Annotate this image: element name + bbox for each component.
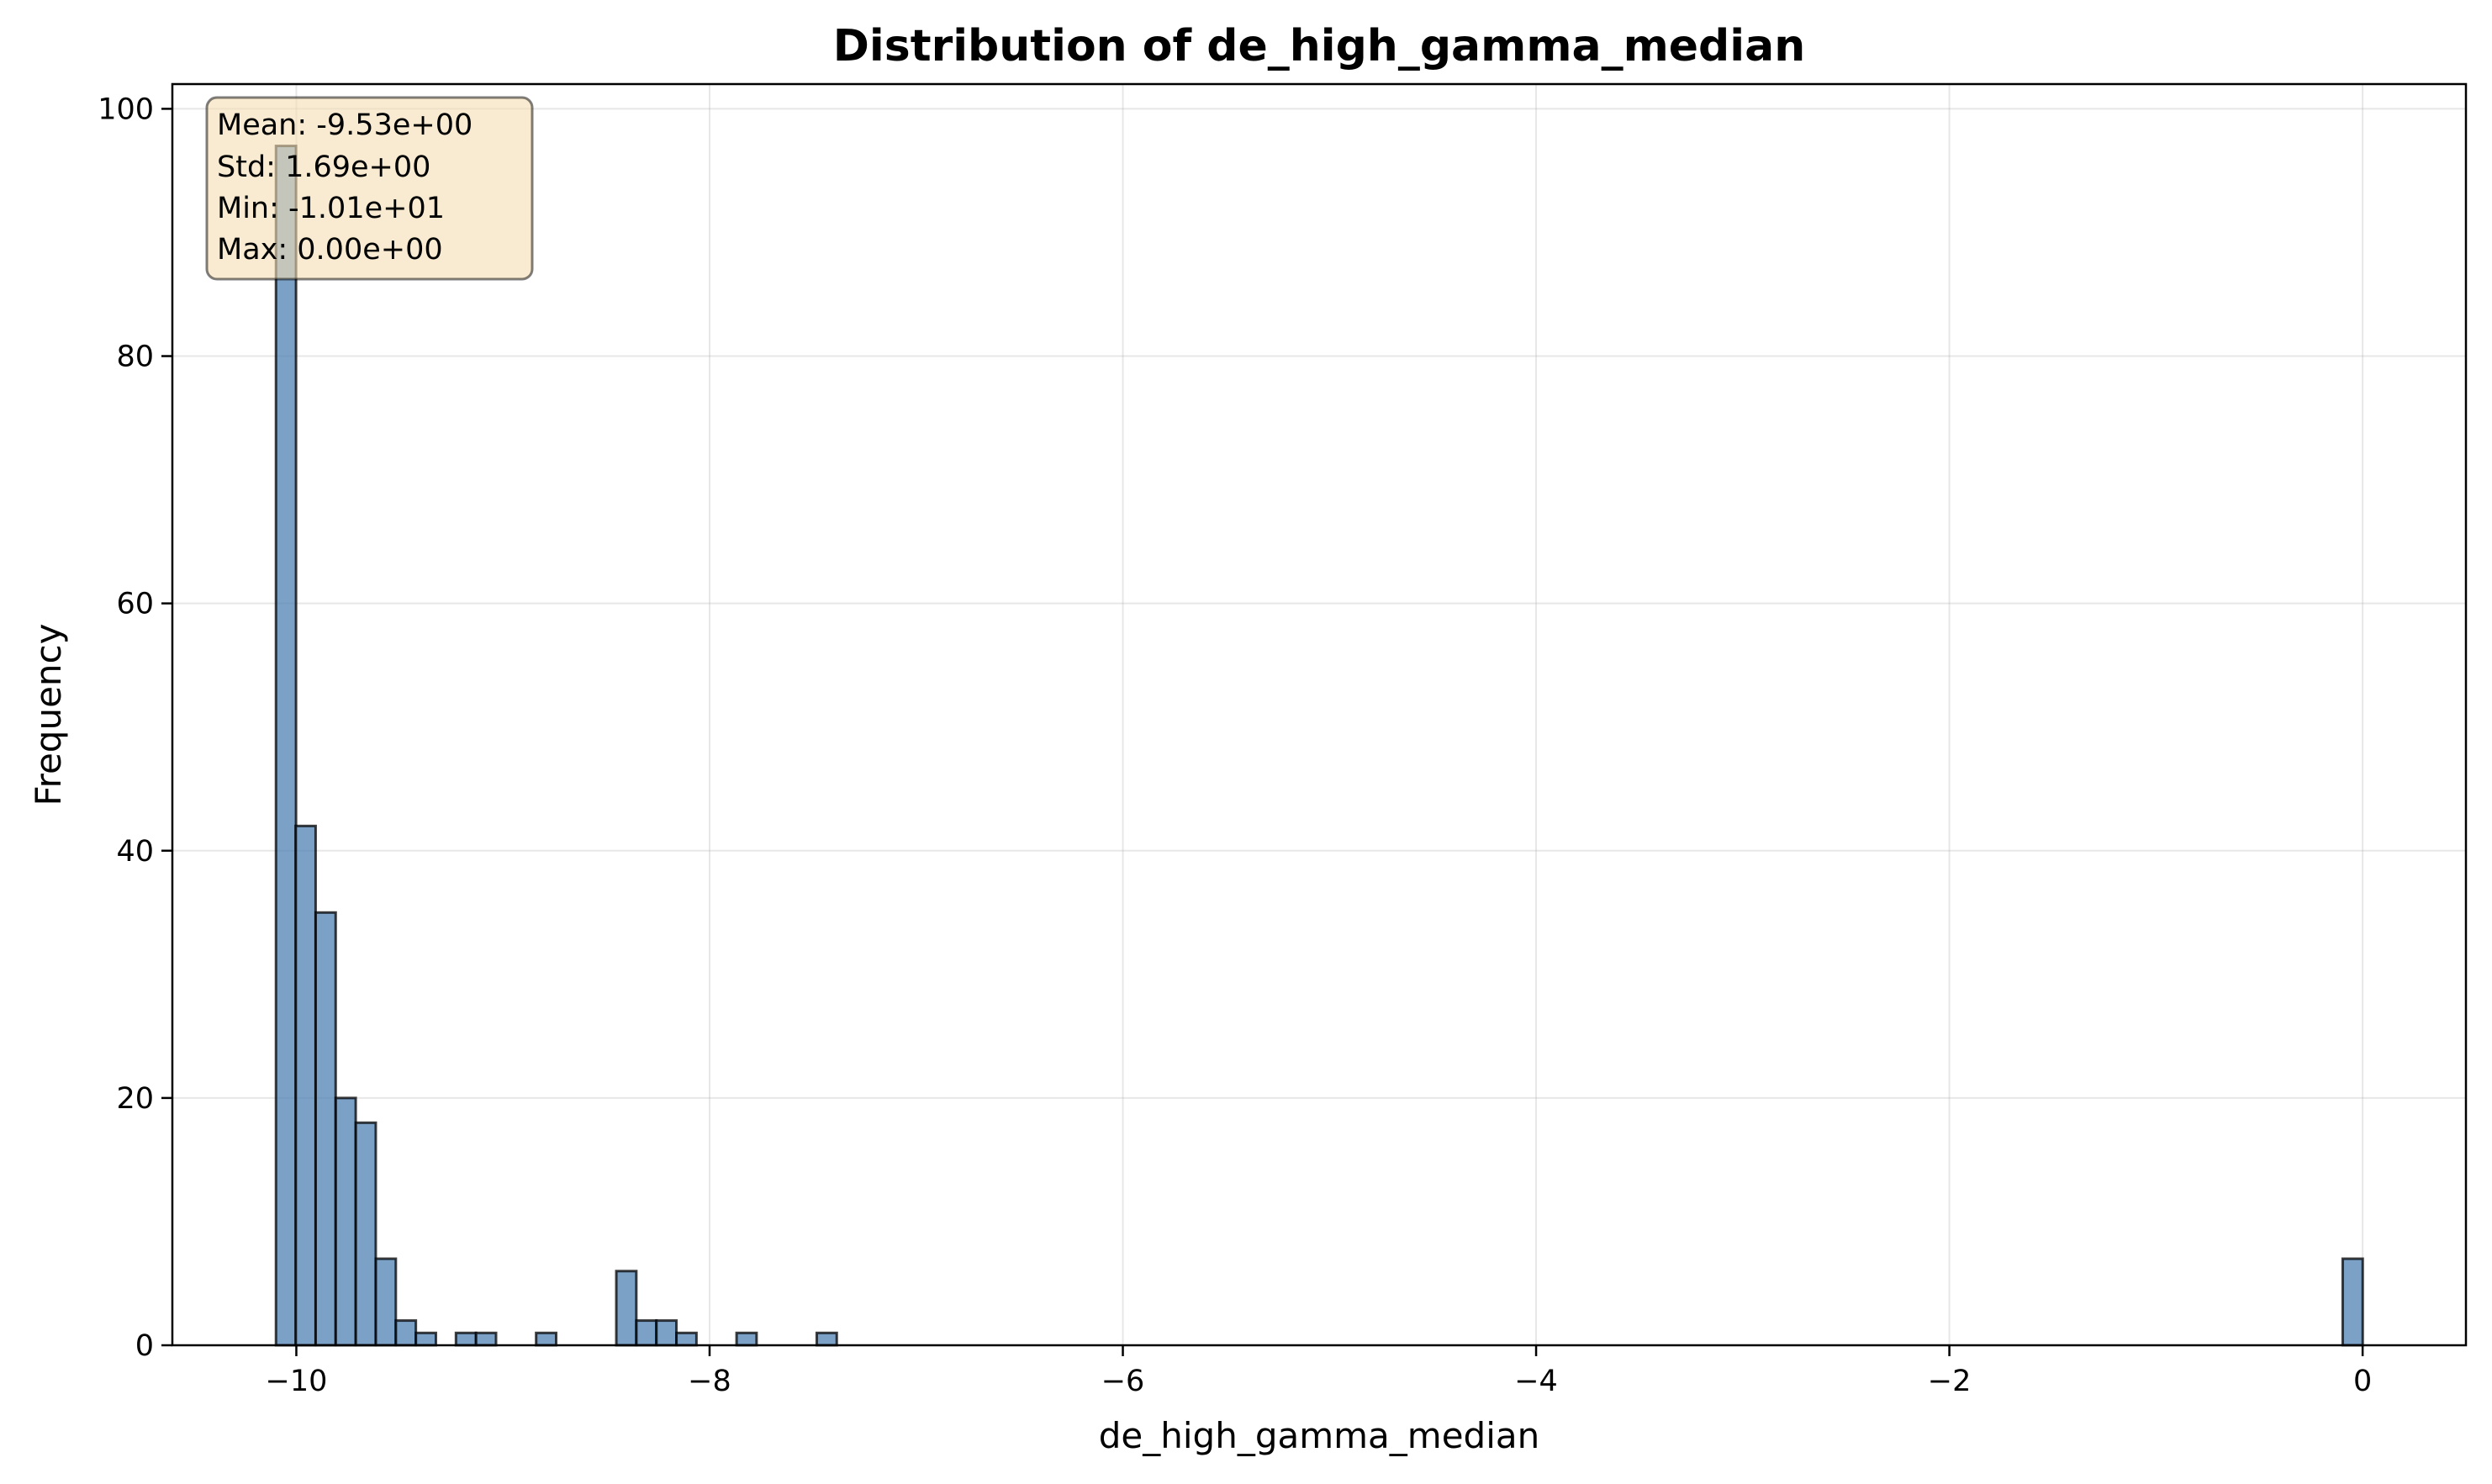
histogram-bar — [394, 1319, 418, 1347]
y-axis-label: Frequency — [28, 624, 69, 806]
histogram-bar — [735, 1331, 758, 1347]
x-tick-label: −10 — [266, 1365, 328, 1398]
stats-min: Min: -1.01e+01 — [217, 192, 445, 225]
x-tick-label: 0 — [2353, 1365, 2372, 1398]
chart-title: Distribution of de_high_gamma_median — [833, 21, 1805, 71]
y-tick-label: 0 — [135, 1329, 154, 1363]
x-tick-label: −2 — [1928, 1365, 1972, 1398]
stats-mean: Mean: -9.53e+00 — [217, 108, 473, 142]
y-tick-label: 20 — [116, 1082, 154, 1116]
histogram-bar — [414, 1331, 437, 1347]
plot-frame — [171, 82, 2468, 1347]
y-axis-ticks: 0 20 40 60 80 100 — [98, 92, 172, 1363]
y-tick-label: 40 — [116, 835, 154, 869]
y-tick-label: 80 — [116, 341, 154, 374]
histogram-bar — [474, 1331, 498, 1347]
y-tick-label: 100 — [98, 92, 154, 126]
histogram-bar — [675, 1331, 698, 1347]
histogram-bar — [655, 1319, 678, 1347]
x-tick-label: −4 — [1514, 1365, 1558, 1398]
stats-std: Std: 1.69e+00 — [217, 151, 430, 184]
stats-box-background — [205, 96, 534, 281]
x-axis-label: de_high_gamma_median — [1099, 1415, 1539, 1456]
y-tick-label: 60 — [116, 588, 154, 621]
x-tick-label: −6 — [1101, 1365, 1145, 1398]
histogram-bar — [615, 1270, 638, 1347]
histogram-bar — [374, 1257, 398, 1347]
histogram-bar — [535, 1331, 558, 1347]
histogram-bar — [334, 1096, 357, 1347]
histogram-bar — [294, 824, 317, 1347]
histogram-bar — [2341, 1257, 2364, 1347]
histogram-bar — [454, 1331, 478, 1347]
x-axis-ticks: −10 −8 −6 −4 −2 0 — [266, 1345, 2372, 1398]
histogram-bars — [274, 145, 2364, 1347]
stats-max: Max: 0.00e+00 — [217, 233, 443, 267]
histogram-bar — [815, 1331, 838, 1347]
stats-box: Mean: -9.53e+00 Std: 1.69e+00 Min: -1.01… — [205, 96, 534, 281]
histogram-bar — [635, 1319, 658, 1347]
histogram-bar — [354, 1121, 377, 1347]
histogram-bar — [274, 145, 298, 1347]
x-tick-label: −8 — [688, 1365, 731, 1398]
histogram-bar — [314, 911, 337, 1347]
